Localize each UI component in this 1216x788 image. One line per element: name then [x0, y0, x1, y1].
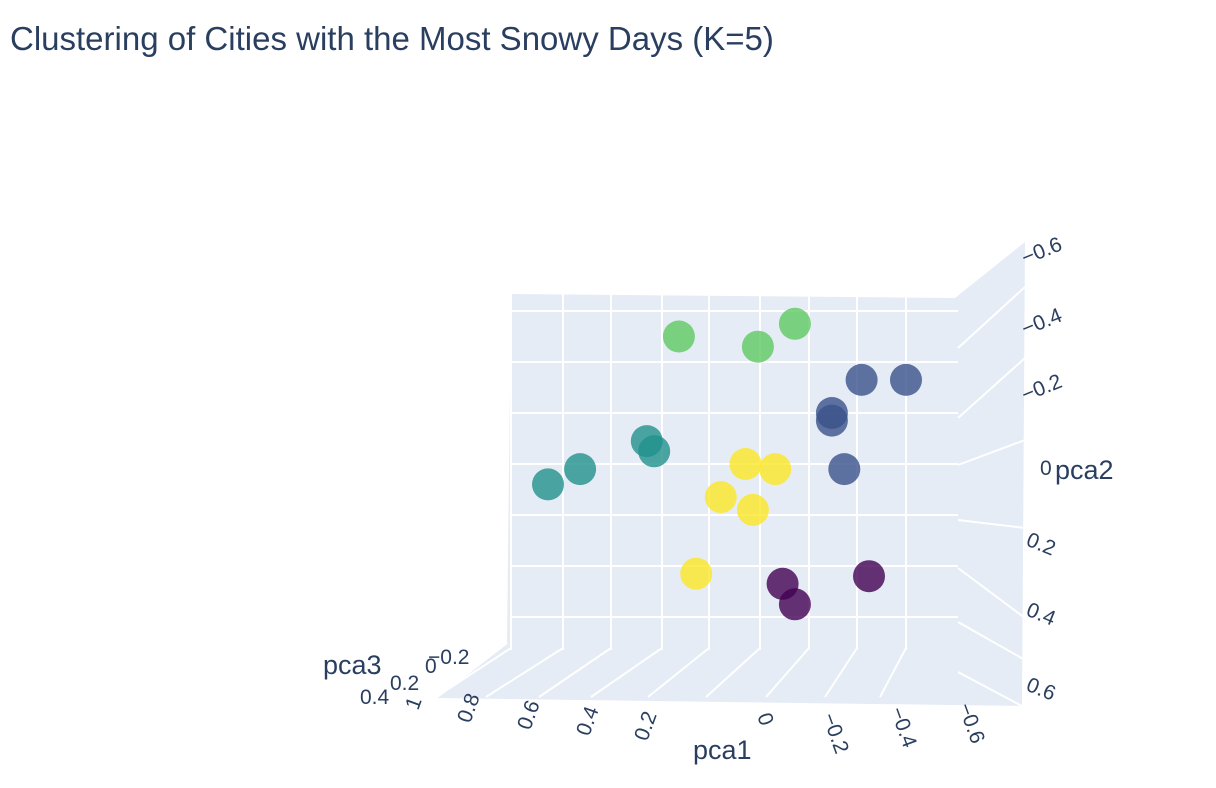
cluster-4-point	[759, 453, 792, 486]
y-axis-title: pca2	[1055, 455, 1114, 485]
x-floor-grid-line	[824, 647, 858, 698]
cluster-4-point	[704, 481, 737, 514]
floor-plane	[436, 643, 1022, 706]
depth-grid-line	[957, 519, 1026, 529]
z-tick-label: 0.2	[390, 672, 419, 695]
cluster-2-point	[564, 453, 597, 486]
x-floor-grid-line	[765, 647, 810, 698]
y-tick-label: −0.6	[1018, 233, 1065, 270]
y-tick-label: 0.6	[1023, 673, 1059, 705]
z-tick-label: 0.4	[360, 686, 390, 709]
y-tick-label: −0.2	[1018, 370, 1065, 407]
z-tick-label: 0	[425, 655, 437, 678]
chart-title: Clustering of Cities with the Most Snowy…	[10, 20, 774, 57]
y-tick-label: 0.2	[1023, 528, 1059, 560]
scatter-points	[532, 307, 922, 621]
cluster-4-point	[729, 448, 762, 480]
cluster-1-point	[828, 453, 861, 486]
x-floor-grid-line	[705, 647, 761, 698]
x-tick-label: −0.4	[885, 704, 921, 751]
y-tick-label: 0	[1040, 457, 1052, 480]
x-tick-label: 1	[401, 694, 427, 713]
x-tick-label: −0.2	[817, 710, 853, 757]
x-floor-grid-line	[538, 647, 612, 698]
cluster-1-point	[845, 363, 878, 396]
x-tick-label: −0.6	[953, 700, 989, 747]
x-floor-grid-line	[485, 647, 564, 698]
cluster-3-point	[662, 320, 695, 353]
x-floor-grid-line	[590, 647, 663, 698]
depth-grid-line	[957, 621, 1026, 661]
cluster-3-point	[778, 307, 811, 340]
x-tick-label: 0.4	[572, 703, 604, 739]
z-tick-label: −0.2	[428, 646, 469, 669]
cluster-4-point	[736, 493, 769, 526]
z-grid-line	[437, 599, 508, 676]
x-floor-grid-line	[879, 647, 907, 698]
cluster-3-point	[741, 330, 774, 363]
y-tick-label: −0.4	[1018, 304, 1065, 341]
x-tick-label: 0	[752, 710, 778, 729]
depth-grid-line	[957, 286, 1026, 349]
z-axis-title: pca3	[323, 650, 382, 680]
depth-grid-line	[957, 567, 1026, 619]
cluster-1-point	[815, 404, 848, 437]
x-tick-label: 0.6	[513, 697, 545, 732]
cluster-2-point	[638, 435, 671, 468]
x-floor-grid-line	[647, 647, 710, 698]
z-grid-line	[435, 642, 508, 699]
x-axis-title: pca1	[693, 735, 752, 765]
x-tick-label: 0.2	[630, 708, 662, 743]
cluster-2-point	[532, 468, 564, 501]
depth-grid-line	[957, 357, 1026, 419]
y-tick-label: 0.4	[1023, 598, 1059, 630]
cluster-1-point	[890, 363, 922, 396]
cluster-4-point	[680, 557, 713, 590]
depth-grid-line	[957, 439, 1026, 466]
z-grid-line	[957, 671, 1023, 707]
cluster-0-point	[766, 567, 799, 600]
cluster-0-point	[853, 560, 885, 593]
